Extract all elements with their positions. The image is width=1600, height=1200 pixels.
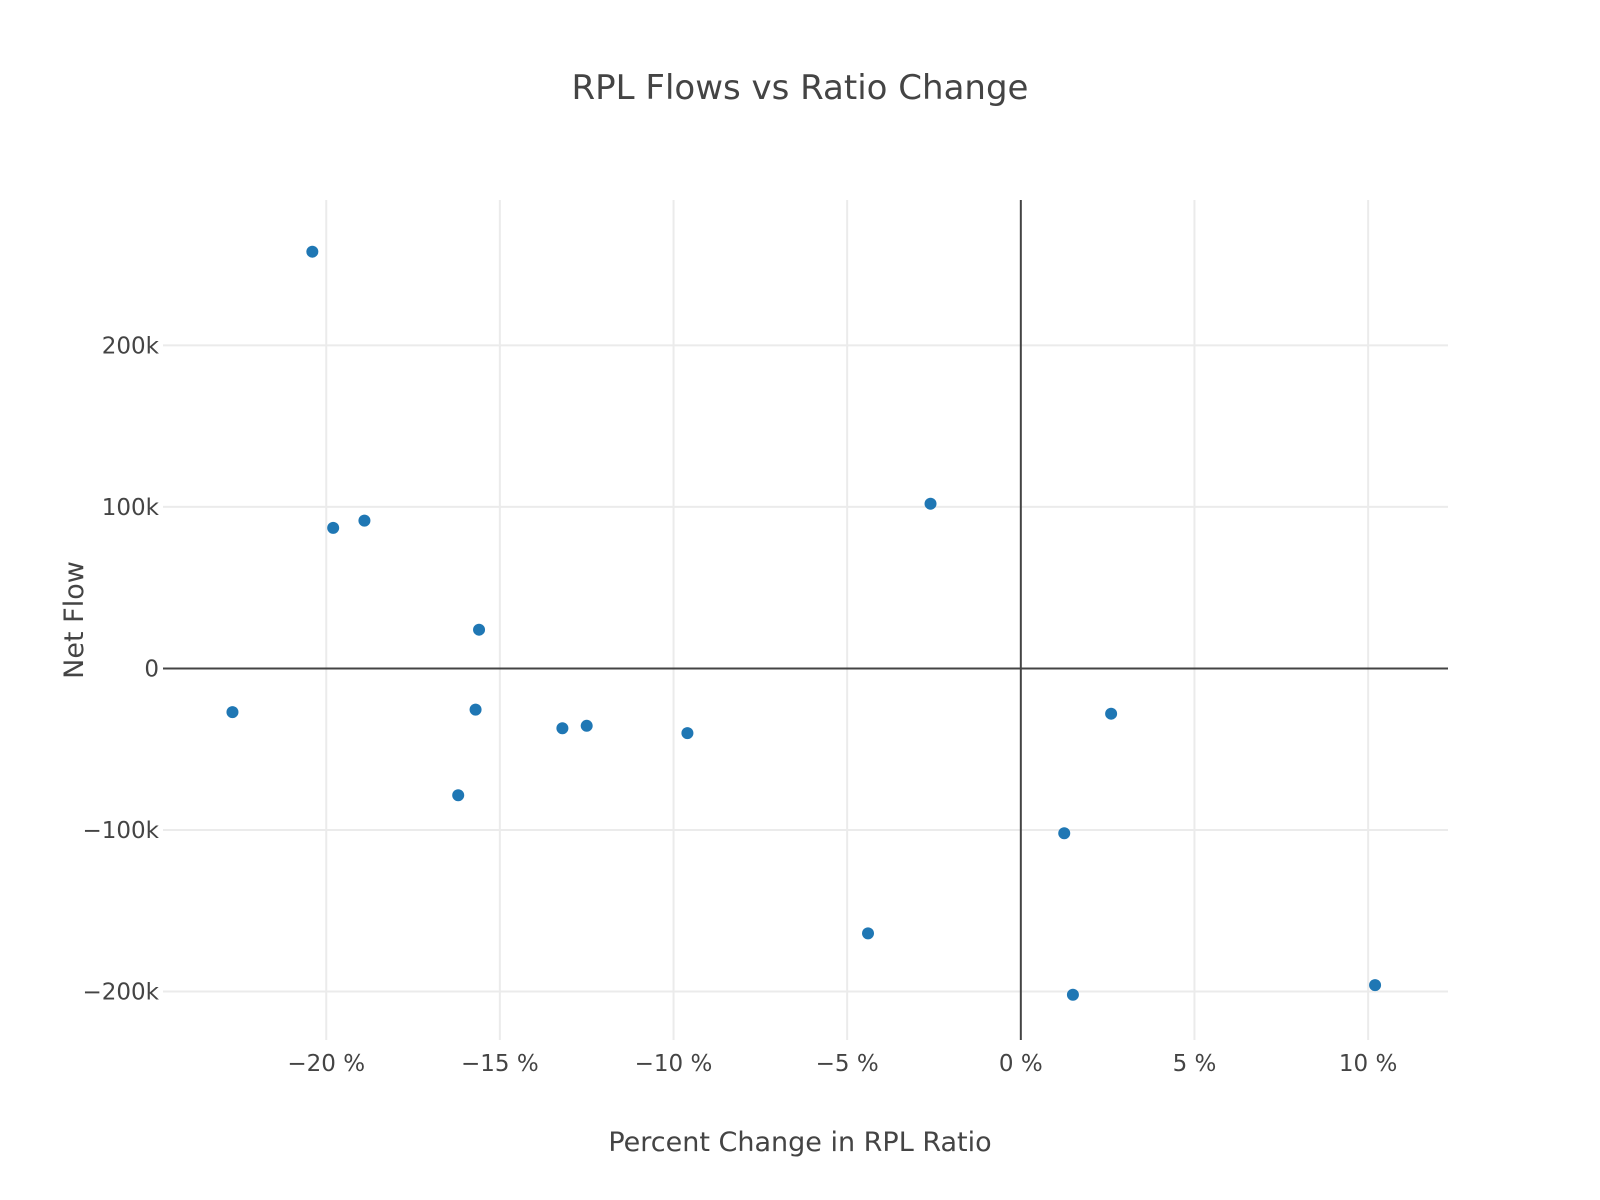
scatter-point	[469, 703, 482, 716]
y-tick-label: −100k	[83, 818, 160, 844]
x-axis-title: Percent Change in RPL Ratio	[608, 1127, 991, 1158]
scatter-point	[862, 927, 875, 940]
y-axis-title: Net Flow	[59, 561, 90, 679]
y-tick-label: −200k	[83, 980, 160, 1006]
x-tick-label: −20 %	[287, 1051, 365, 1077]
scatter-point	[226, 706, 239, 719]
scatter-point	[580, 719, 593, 732]
x-tick-label: 10 %	[1339, 1051, 1397, 1077]
scatter-point	[358, 514, 371, 527]
x-tick-label: −5 %	[816, 1051, 879, 1077]
y-axis-ticks: 200k 100k 0 −100k −200k	[83, 333, 160, 1005]
x-tick-label: 0 %	[999, 1051, 1043, 1077]
chart-title: RPL Flows vs Ratio Change	[572, 68, 1029, 108]
scatter-point	[681, 727, 694, 740]
scatter-point	[924, 497, 937, 510]
scatter-point	[1369, 979, 1382, 992]
x-axis-ticks: −20 % −15 % −10 % −5 % 0 % 5 % 10 %	[287, 1051, 1397, 1077]
scatter-point	[452, 789, 465, 802]
y-tick-label: 0	[144, 656, 159, 682]
scatter-point	[1105, 707, 1118, 720]
scatter-point	[473, 623, 486, 636]
x-tick-label: 5 %	[1173, 1051, 1217, 1077]
scatter-point	[1058, 827, 1071, 840]
scatter-point	[306, 245, 319, 258]
zero-lines	[163, 200, 1448, 1040]
gridlines	[163, 200, 1448, 1040]
scatter-point	[556, 722, 569, 735]
x-tick-label: −10 %	[635, 1051, 713, 1077]
data-points	[226, 245, 1382, 1001]
y-tick-label: 100k	[102, 495, 160, 521]
scatter-point	[1066, 988, 1079, 1001]
x-tick-label: −15 %	[461, 1051, 539, 1077]
y-tick-label: 200k	[102, 333, 160, 359]
scatter-point	[327, 521, 340, 534]
